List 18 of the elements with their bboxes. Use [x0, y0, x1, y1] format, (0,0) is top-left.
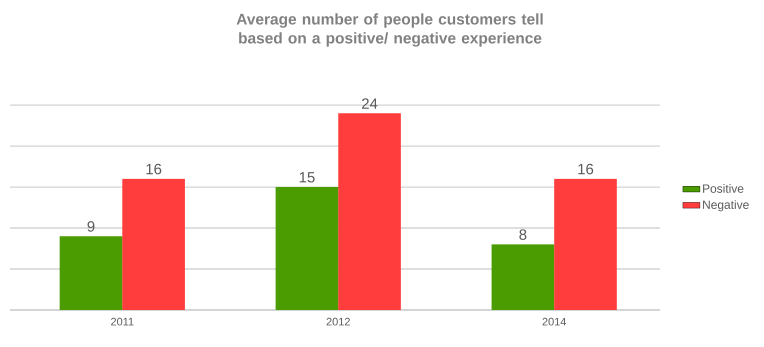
legend-label: Negative [703, 200, 749, 212]
bar [338, 113, 401, 310]
data-label: 24 [362, 98, 378, 109]
x-tick-label: 2014 [542, 318, 566, 326]
data-label: 8 [519, 229, 526, 240]
bar [554, 178, 617, 310]
bar [492, 244, 554, 310]
legend-label: Positive [703, 184, 744, 193]
x-tick-label: 2012 [326, 318, 350, 326]
bar [276, 187, 338, 310]
x-tick-label: 2011 [111, 318, 134, 326]
chart-title: Average number of people customers tell based on a positive/ negative experience [236, 13, 543, 47]
data-label: 15 [300, 172, 315, 183]
data-label: 9 [88, 221, 94, 232]
data-label: 16 [578, 164, 594, 174]
bar [60, 236, 122, 310]
bar [122, 178, 185, 310]
data-label: 16 [146, 164, 162, 174]
